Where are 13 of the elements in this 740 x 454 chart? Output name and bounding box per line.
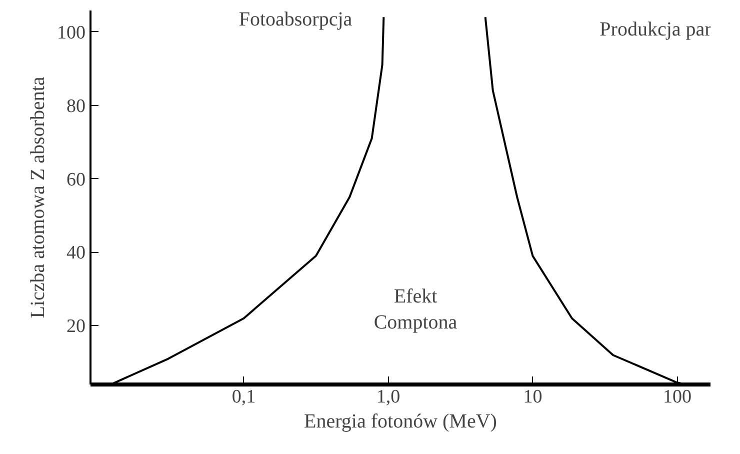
y-tick-label: 20 [66, 316, 86, 338]
x-tick-label: 10 [523, 386, 542, 408]
x-tick-label: 0,1 [232, 386, 256, 408]
y-tick-label: 100 [57, 22, 86, 44]
y-tick-label: 80 [66, 96, 86, 117]
y-tick-label: 40 [66, 242, 86, 264]
annotation: Efekt Comptona [374, 285, 458, 334]
y-tick-label: 60 [66, 169, 86, 190]
x-tick-label: 100 [662, 386, 692, 408]
annotation: Fotoabsorpcja [238, 8, 352, 30]
x-tick-label: 1,0 [376, 386, 400, 408]
x-axis-title: Energia fotonów (MeV) [304, 410, 497, 432]
y-axis-title: Liczba atomowa Z absorbenta [27, 76, 49, 318]
